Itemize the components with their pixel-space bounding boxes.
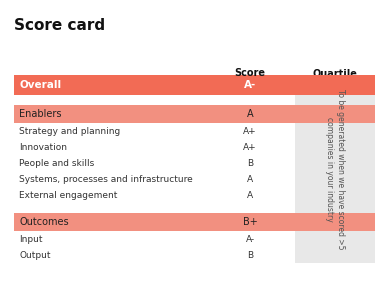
- Text: People and skills: People and skills: [19, 158, 94, 168]
- Text: Quartile: Quartile: [313, 68, 358, 78]
- Text: A: A: [247, 174, 253, 184]
- Text: A-: A-: [245, 235, 255, 243]
- Text: A: A: [247, 109, 253, 119]
- Text: Innovation: Innovation: [19, 142, 67, 151]
- Text: External engagement: External engagement: [19, 191, 117, 200]
- Bar: [14, 123, 205, 139]
- Bar: [205, 231, 295, 247]
- Text: Strategy and planning: Strategy and planning: [19, 126, 120, 135]
- Text: To be generated when we have scored >5
companies in your industry: To be generated when we have scored >5 c…: [325, 89, 345, 249]
- Bar: [295, 75, 375, 263]
- Bar: [205, 247, 295, 263]
- Text: Input: Input: [19, 235, 43, 243]
- Bar: [295, 75, 375, 95]
- Text: A: A: [247, 191, 253, 200]
- Text: A-: A-: [244, 80, 256, 90]
- Bar: [205, 139, 295, 155]
- Text: B+: B+: [242, 217, 257, 227]
- Bar: [14, 213, 205, 231]
- Bar: [205, 123, 295, 139]
- Text: A+: A+: [243, 142, 257, 151]
- Bar: [14, 139, 205, 155]
- Text: Score card: Score card: [14, 18, 105, 33]
- Bar: [205, 171, 295, 187]
- Bar: [205, 187, 295, 203]
- Bar: [205, 213, 295, 231]
- Bar: [205, 75, 295, 95]
- Bar: [14, 247, 205, 263]
- Text: Overall: Overall: [19, 80, 61, 90]
- Bar: [205, 105, 295, 123]
- Text: Systems, processes and infrastructure: Systems, processes and infrastructure: [19, 174, 193, 184]
- Bar: [14, 231, 205, 247]
- Bar: [14, 105, 205, 123]
- Text: Score: Score: [234, 68, 266, 78]
- Text: Outcomes: Outcomes: [19, 217, 69, 227]
- Text: A+: A+: [243, 126, 257, 135]
- Bar: [205, 155, 295, 171]
- Text: B: B: [247, 251, 253, 259]
- Bar: [295, 105, 375, 123]
- Text: Enablers: Enablers: [19, 109, 62, 119]
- Text: Output: Output: [19, 251, 51, 259]
- Bar: [14, 75, 205, 95]
- Bar: [14, 171, 205, 187]
- Text: B: B: [247, 158, 253, 168]
- Bar: [14, 187, 205, 203]
- Bar: [295, 213, 375, 231]
- Bar: [14, 155, 205, 171]
